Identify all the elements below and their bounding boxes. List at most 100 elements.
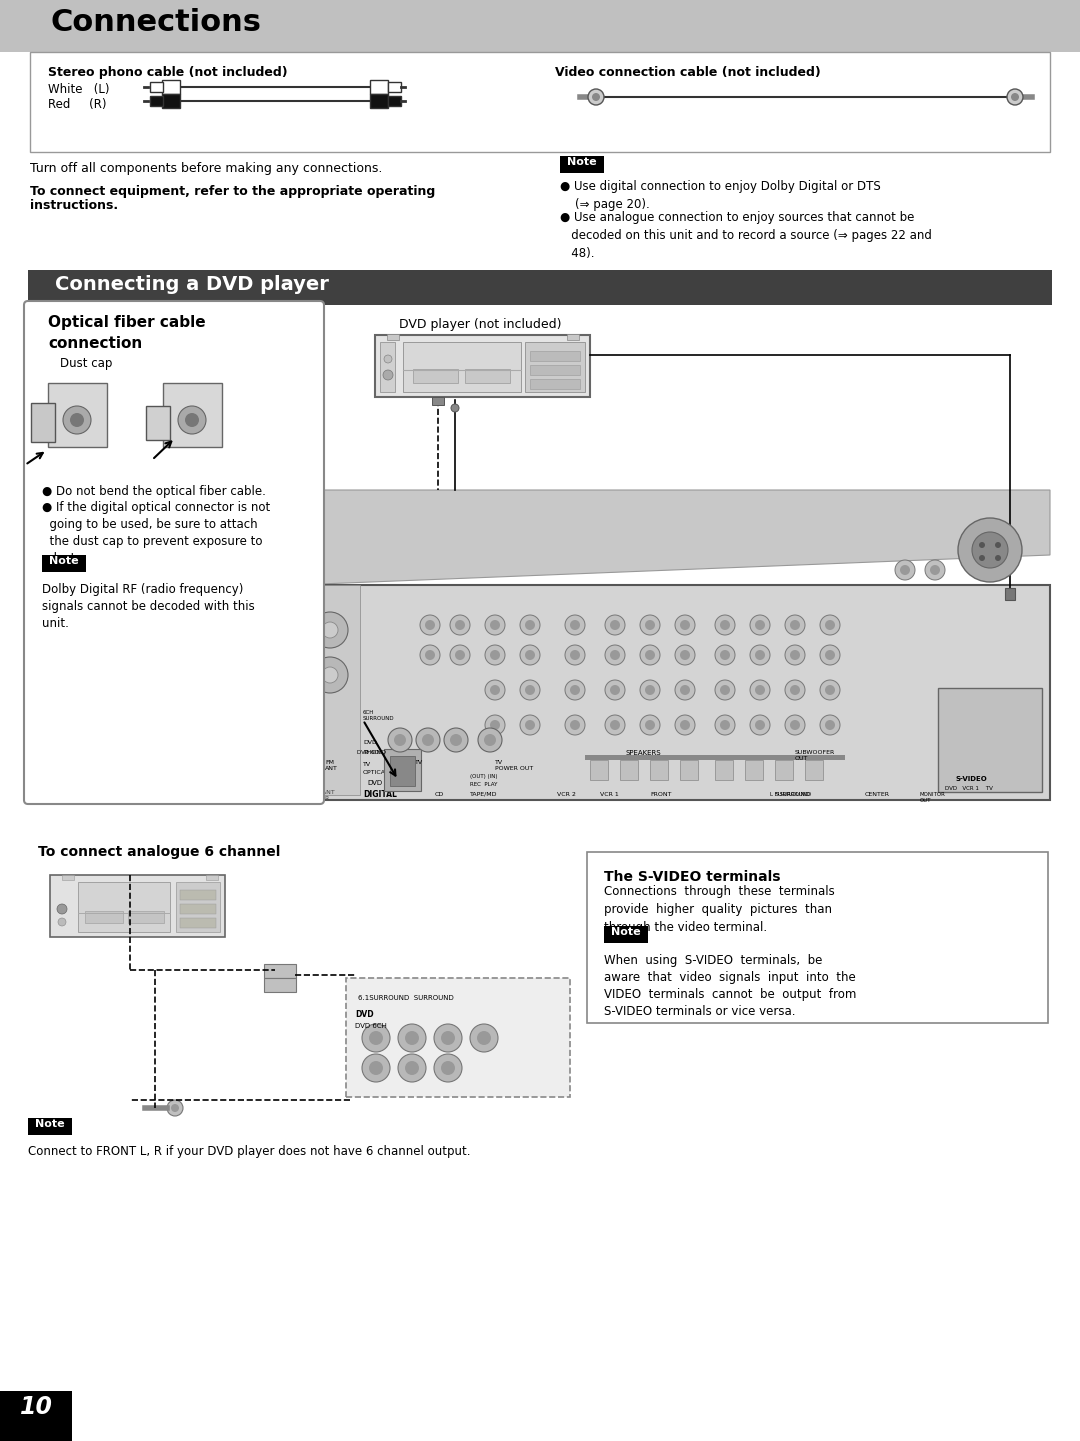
Circle shape [930, 565, 940, 575]
Circle shape [519, 680, 540, 700]
Circle shape [825, 720, 835, 731]
Circle shape [58, 918, 66, 927]
FancyBboxPatch shape [264, 964, 296, 978]
FancyBboxPatch shape [162, 94, 180, 108]
FancyBboxPatch shape [48, 383, 107, 447]
Circle shape [825, 620, 835, 630]
Bar [650, 759, 669, 780]
Circle shape [455, 650, 465, 660]
Bar [206, 875, 218, 880]
Bar [176, 882, 220, 932]
Circle shape [715, 715, 735, 735]
Bar [62, 875, 75, 880]
FancyBboxPatch shape [561, 156, 604, 173]
Text: CD: CD [435, 793, 444, 797]
Text: Connecting a DVD player: Connecting a DVD player [55, 275, 329, 294]
Text: SURROUND: SURROUND [775, 793, 811, 797]
Circle shape [605, 615, 625, 635]
Text: TV: TV [415, 759, 423, 765]
Text: S-VIDEO: S-VIDEO [955, 777, 987, 782]
Text: MONITOR
OUT: MONITOR OUT [920, 793, 946, 803]
Text: 6CH
SURROUND: 6CH SURROUND [363, 710, 394, 720]
Circle shape [900, 565, 910, 575]
Text: Turn off all components before making any connections.: Turn off all components before making an… [30, 161, 382, 174]
Circle shape [605, 680, 625, 700]
Circle shape [450, 733, 462, 746]
Text: LOOP ANT
HOLDER: LOOP ANT HOLDER [303, 790, 335, 801]
Circle shape [565, 680, 585, 700]
Circle shape [322, 623, 338, 638]
Circle shape [995, 555, 1001, 561]
Circle shape [383, 370, 393, 380]
Bar [0, 0, 1080, 52]
Text: L F SURROUND: L F SURROUND [770, 793, 811, 797]
Circle shape [490, 620, 500, 630]
Circle shape [785, 646, 805, 664]
Circle shape [645, 684, 654, 695]
Bar [180, 918, 216, 928]
Circle shape [570, 684, 580, 695]
FancyBboxPatch shape [31, 403, 55, 442]
Circle shape [820, 615, 840, 635]
Text: RQT5518: RQT5518 [15, 1431, 63, 1441]
Bar [432, 398, 444, 405]
Circle shape [715, 680, 735, 700]
Circle shape [588, 89, 604, 105]
Text: DVD: DVD [367, 780, 382, 785]
Bar [525, 342, 585, 392]
Text: instructions.: instructions. [30, 199, 118, 212]
Bar [28, 269, 1052, 305]
Circle shape [519, 646, 540, 664]
Circle shape [978, 555, 985, 561]
Circle shape [789, 620, 800, 630]
Circle shape [755, 684, 765, 695]
Circle shape [426, 650, 435, 660]
Text: SUBWOOFER
OUT: SUBWOOFER OUT [795, 749, 835, 761]
Bar [129, 911, 164, 924]
Circle shape [924, 561, 945, 579]
Text: TV: TV [363, 762, 372, 767]
Text: Optical fiber cable
connection: Optical fiber cable connection [48, 316, 205, 352]
Circle shape [750, 646, 770, 664]
Text: Connections: Connections [50, 9, 261, 37]
Text: DVD 6CH: DVD 6CH [355, 1023, 387, 1029]
Circle shape [995, 542, 1001, 548]
Circle shape [820, 646, 840, 664]
Bar [530, 352, 580, 362]
Circle shape [680, 720, 690, 731]
Text: Connect to FRONT L, R if your DVD player does not have 6 channel output.: Connect to FRONT L, R if your DVD player… [28, 1146, 471, 1159]
Bar [775, 759, 793, 780]
FancyBboxPatch shape [150, 82, 163, 92]
Bar [567, 334, 579, 340]
Circle shape [720, 720, 730, 731]
Circle shape [470, 1025, 498, 1052]
Circle shape [680, 684, 690, 695]
Circle shape [484, 733, 496, 746]
Text: White   (L): White (L) [48, 84, 109, 97]
Circle shape [675, 615, 696, 635]
FancyBboxPatch shape [50, 875, 225, 937]
Bar [295, 585, 1050, 800]
Bar [745, 759, 762, 780]
Circle shape [640, 615, 660, 635]
FancyBboxPatch shape [370, 94, 388, 108]
Circle shape [441, 1030, 455, 1045]
Text: Connections  through  these  terminals
provide  higher  quality  pictures  than
: Connections through these terminals prov… [604, 885, 835, 934]
Bar [85, 911, 123, 924]
Circle shape [485, 615, 505, 635]
FancyBboxPatch shape [28, 1118, 72, 1136]
Circle shape [592, 94, 600, 101]
Bar [390, 757, 415, 785]
Circle shape [420, 615, 440, 635]
Circle shape [785, 615, 805, 635]
Text: SPEAKERS: SPEAKERS [625, 749, 661, 757]
Circle shape [789, 684, 800, 695]
Circle shape [525, 650, 535, 660]
Bar [403, 342, 521, 392]
Circle shape [426, 620, 435, 630]
Text: TAPE/MD: TAPE/MD [470, 793, 498, 797]
FancyBboxPatch shape [370, 81, 388, 94]
Circle shape [750, 680, 770, 700]
Circle shape [362, 1053, 390, 1082]
Circle shape [322, 667, 338, 683]
